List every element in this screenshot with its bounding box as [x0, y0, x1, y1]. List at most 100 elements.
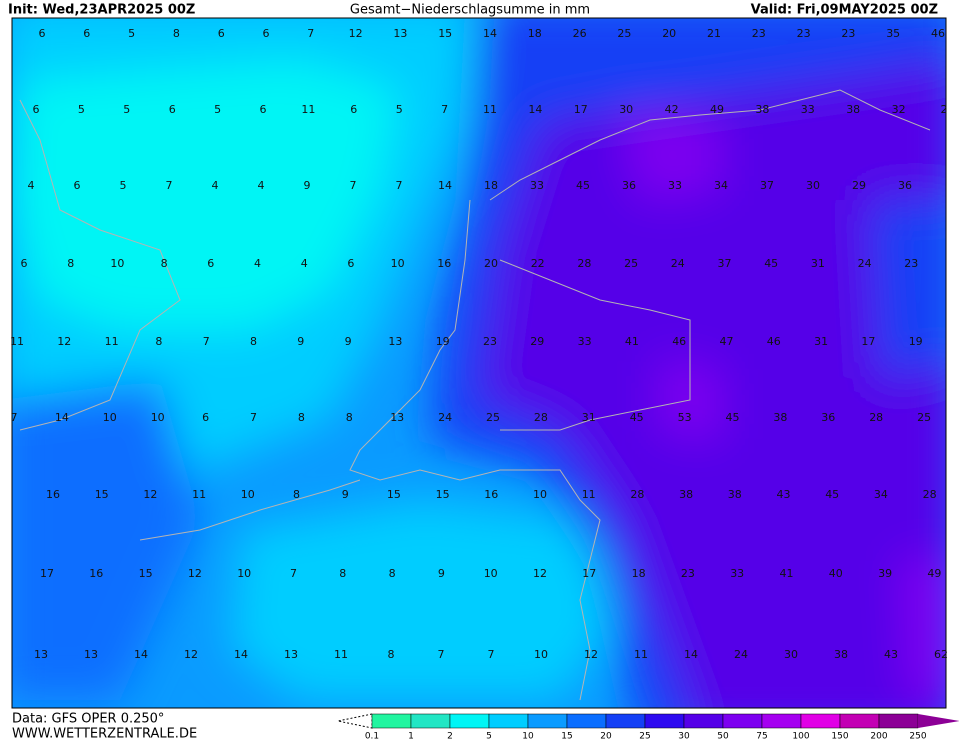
data-source: Data: GFS OPER 0.250°: [12, 712, 164, 727]
precip-value: 25: [917, 411, 931, 424]
precip-value: 25: [617, 27, 631, 40]
precip-value: 20: [662, 27, 676, 40]
precip-value: 6: [218, 27, 225, 40]
precip-value: 14: [438, 179, 452, 192]
precip-value: 24: [438, 411, 452, 424]
precip-value: 15: [436, 488, 450, 501]
precip-value: 10: [110, 257, 124, 270]
legend-swatch: [605, 713, 646, 729]
precip-value: 36: [898, 179, 912, 192]
precip-value: 6: [202, 411, 209, 424]
precip-value: 7: [250, 411, 257, 424]
precip-value: 12: [533, 567, 547, 580]
legend-swatch: [488, 713, 529, 729]
legend-swatch: [644, 713, 685, 729]
precip-value: 49: [710, 103, 724, 116]
precip-value: 38: [773, 411, 787, 424]
precip-value: 11: [634, 648, 648, 661]
precip-value: 7: [350, 179, 357, 192]
precip-value: 24: [858, 257, 872, 270]
site: WWW.WETTERZENTRALE.DE: [12, 727, 197, 741]
legend-swatch: [839, 713, 880, 729]
precip-value: 53: [678, 411, 692, 424]
precip-value: 9: [345, 335, 352, 348]
precip-value: 14: [684, 648, 698, 661]
precip-value: 5: [128, 27, 135, 40]
precip-value: 23: [483, 335, 497, 348]
precip-value: 23: [681, 567, 695, 580]
precip-value: 31: [814, 335, 828, 348]
legend-label: 50: [717, 732, 729, 741]
precip-value: 11: [483, 103, 497, 116]
precip-value: 33: [578, 335, 592, 348]
precip-value: 4: [301, 257, 308, 270]
precip-value: 9: [342, 488, 349, 501]
precip-value: 7: [307, 27, 314, 40]
precip-value: 43: [777, 488, 791, 501]
precip-value: 10: [151, 411, 165, 424]
precip-value: 12: [184, 648, 198, 661]
precip-value: 7: [11, 411, 18, 424]
precip-value: 8: [293, 488, 300, 501]
precip-value: 29: [852, 179, 866, 192]
precip-value: 14: [55, 411, 69, 424]
precip-value: 25: [486, 411, 500, 424]
precip-value: 28: [630, 488, 644, 501]
precip-value: 13: [34, 648, 48, 661]
precip-value: 6: [21, 257, 28, 270]
legend-swatch: [800, 713, 841, 729]
precip-value: 19: [909, 335, 923, 348]
legend-label: 15: [561, 732, 572, 741]
precip-value: 15: [438, 27, 452, 40]
legend-swatch: [410, 713, 451, 729]
precip-value: 6: [207, 257, 214, 270]
legend-swatch: [449, 713, 490, 729]
precip-value: 5: [120, 179, 127, 192]
precip-value: 6: [260, 103, 267, 116]
precip-value: 15: [387, 488, 401, 501]
precip-value: 28: [869, 411, 883, 424]
precip-value: 37: [718, 257, 732, 270]
precip-value: 14: [134, 648, 148, 661]
precip-value: 8: [161, 257, 168, 270]
precip-value: 33: [530, 179, 544, 192]
precip-value: 6: [350, 103, 357, 116]
legend-label: 250: [909, 732, 926, 741]
precip-value: 8: [298, 411, 305, 424]
precip-value: 24: [734, 648, 748, 661]
precip-value: 10: [484, 567, 498, 580]
precip-value: 4: [212, 179, 219, 192]
precip-value: 35: [886, 27, 900, 40]
precip-value: 12: [188, 567, 202, 580]
precip-value: 17: [582, 567, 596, 580]
precip-value: 14: [528, 103, 542, 116]
precip-value: 41: [780, 567, 794, 580]
precip-value: 20: [484, 257, 498, 270]
precip-value: 8: [173, 27, 180, 40]
legend-label: 100: [792, 732, 809, 741]
precip-value: 26: [573, 27, 587, 40]
precip-value: 7: [290, 567, 297, 580]
precip-value: 6: [169, 103, 176, 116]
precip-value: 18: [528, 27, 542, 40]
precip-value: 36: [622, 179, 636, 192]
precip-value: 9: [297, 335, 304, 348]
legend-label: 2: [447, 732, 453, 741]
precip-value: 14: [483, 27, 497, 40]
precip-value: 36: [821, 411, 835, 424]
precip-value: 4: [254, 257, 261, 270]
legend-label: 1: [408, 732, 414, 741]
precip-value: 45: [630, 411, 644, 424]
precip-value: 10: [237, 567, 251, 580]
precip-value: 4: [28, 179, 35, 192]
precip-value: 13: [284, 648, 298, 661]
precip-value: 13: [390, 411, 404, 424]
precip-value: 25: [624, 257, 638, 270]
precip-value: 8: [389, 567, 396, 580]
precip-value: 45: [825, 488, 839, 501]
precip-value: 10: [533, 488, 547, 501]
precip-value: 18: [484, 179, 498, 192]
precip-value: 6: [263, 27, 270, 40]
precip-value: 23: [752, 27, 766, 40]
